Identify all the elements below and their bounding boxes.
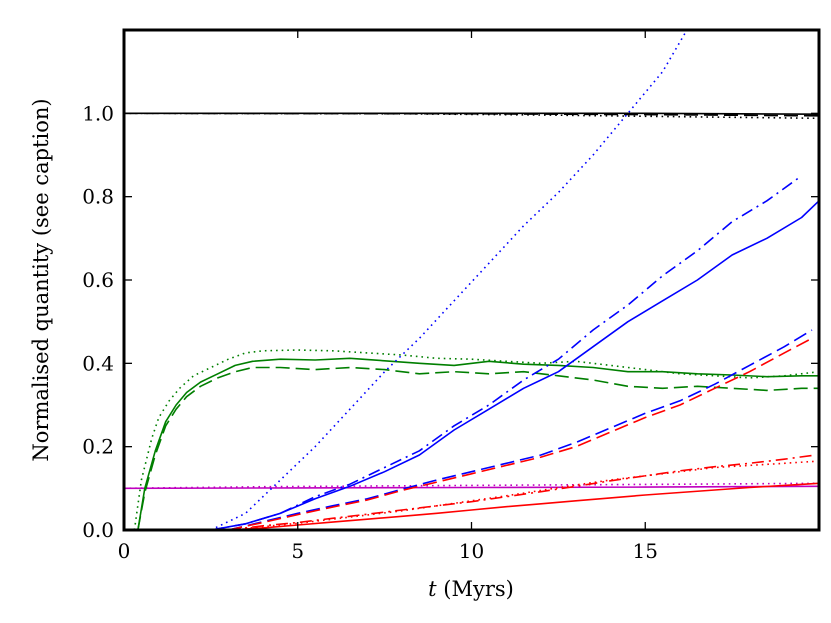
y-axis-label: Normalised quantity (see caption)	[29, 98, 53, 461]
y-tick-label: 0.0	[82, 518, 114, 542]
series-layer	[124, 30, 819, 530]
series-red-dotted	[228, 460, 816, 530]
series-green-dashed	[137, 366, 819, 530]
series-magenta-dotted	[124, 482, 819, 490]
series-blue-dotted	[210, 30, 688, 530]
series-red-dashdot	[228, 454, 816, 530]
series-blue-dashed	[228, 329, 813, 530]
series-red-dashed	[228, 337, 813, 530]
x-tick-label: 10	[459, 539, 484, 563]
series-black-dashed	[124, 112, 819, 117]
y-tick-label: 0.6	[82, 268, 114, 292]
x-tick-label: 15	[633, 539, 658, 563]
x-tick-label: 5	[291, 539, 304, 563]
x-axis-label-italic: t	[428, 577, 437, 601]
series-blue-dashdot	[210, 175, 803, 530]
x-axis-label-rest: (Myrs)	[437, 577, 514, 601]
ticks-layer: 0 5 10 15 0.0 0.2 0.4 0.6 0.8 1.0	[82, 30, 819, 563]
x-axis-label: t (Myrs)	[428, 577, 514, 601]
series-magenta-solid	[124, 485, 819, 490]
y-tick-label: 0.2	[82, 435, 114, 459]
plot-frame	[122, 28, 821, 532]
series-blue-solid	[210, 200, 819, 530]
y-tick-label: 0.8	[82, 185, 114, 209]
y-tick-label: 0.4	[82, 351, 114, 375]
x-tick-label: 0	[118, 539, 131, 563]
series-red-solid	[228, 482, 819, 530]
series-green-dotted	[133, 349, 819, 530]
series-green-solid	[137, 357, 819, 530]
y-tick-label: 1.0	[82, 101, 114, 125]
